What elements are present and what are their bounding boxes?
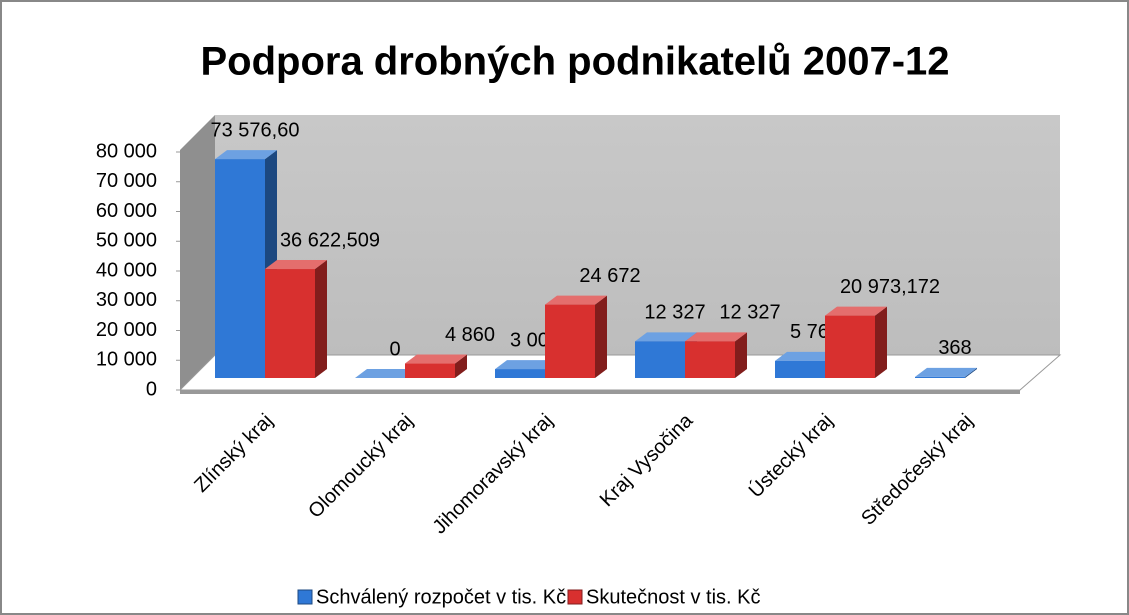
bar [265,269,315,378]
side-wall [180,115,215,390]
legend-label: Skutečnost v tis. Kč [586,586,761,608]
bar-side [875,306,887,378]
bar-side [455,354,467,378]
y-tick-label: 60 000 [96,200,157,222]
y-tick-label: 70 000 [96,170,157,192]
y-tick-label: 30 000 [96,289,157,311]
data-label: 24 672 [579,265,640,287]
y-tick-label: 40 000 [96,259,157,281]
data-label: 12 327 [644,302,705,324]
y-tick-label: 10 000 [96,349,157,371]
legend-swatch [567,589,583,605]
bar [405,363,455,378]
bar-side [735,332,747,378]
bar-side [595,295,607,378]
bar-side [315,260,327,378]
y-tick-label: 0 [146,378,157,400]
bar [915,376,965,378]
floor-edge [180,390,1020,394]
bar [685,341,735,378]
bar [825,315,875,378]
bar-top [545,295,607,305]
bar-top [825,306,887,316]
bar-top [265,260,327,270]
bar [635,341,685,378]
bar-top [685,332,747,342]
bar-top [775,351,837,361]
bar-side [965,367,977,378]
bar-top [215,150,277,160]
bar-top [495,360,557,370]
data-label: 36 622,509 [280,229,380,251]
data-label: 73 576,60 [211,119,300,141]
bar [775,360,825,378]
bar-top [915,367,977,377]
data-label: 12 327 [719,302,780,324]
bar [495,369,545,378]
data-label: 0 [389,338,400,360]
data-label: 368 [938,337,971,359]
chart-title: Podpora drobných podnikatelů 2007-12 [200,40,949,84]
y-tick-label: 50 000 [96,230,157,252]
legend-swatch [297,589,313,605]
bar-top [355,369,417,378]
y-tick-label: 80 000 [96,140,157,162]
data-label: 4 860 [445,324,495,346]
bar [545,304,595,378]
y-tick-label: 20 000 [96,319,157,341]
data-label: 20 973,172 [840,276,940,298]
back-wall [215,115,1060,355]
bar-top [635,332,697,342]
legend-label: Schválený rozpočet v tis. Kč [316,586,566,608]
bar-top [405,354,467,364]
bar [215,159,265,378]
